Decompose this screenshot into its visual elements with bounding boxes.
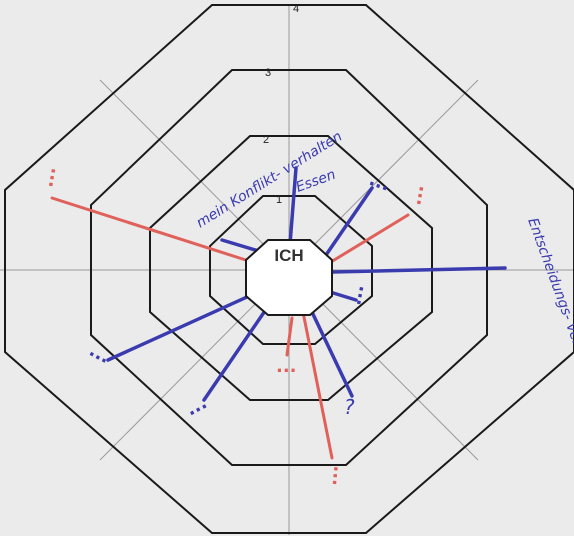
red-line-left	[50, 196, 254, 264]
ring-label-2: 2	[263, 134, 269, 146]
blue-line-top-right	[324, 186, 374, 257]
annotation-question: ?	[344, 395, 355, 419]
ring-label-1: 1	[276, 194, 282, 206]
blue-connections	[106, 166, 507, 402]
ring-4	[4, 4, 574, 534]
ring-3	[90, 69, 488, 466]
red-line-right	[324, 213, 410, 267]
ring-label-3: 3	[265, 67, 271, 79]
blue-line-bottom-left	[202, 303, 271, 402]
blue-line-top	[288, 166, 298, 246]
center-label: ICH	[274, 246, 303, 265]
red-line-bottom	[285, 316, 294, 357]
dots-red-bottom-long: ...	[320, 464, 343, 486]
blue-line-left	[106, 290, 260, 362]
red-connections	[50, 196, 410, 460]
dots-red-right: ...	[404, 183, 428, 207]
blue-line-right	[330, 266, 507, 274]
dots-red-left: ...	[36, 165, 60, 189]
dots-red-bottom: ...	[276, 356, 297, 377]
center-node	[245, 239, 333, 316]
red-line-bottom-long	[301, 310, 334, 460]
ring-label-4: 4	[293, 3, 299, 15]
ring-1	[209, 195, 373, 345]
octagon-rings	[4, 4, 574, 534]
blue-line-bottom-right	[310, 310, 354, 398]
dots-blue-right: ...	[344, 283, 368, 307]
blue-line-left-short	[220, 238, 264, 254]
ring-2	[149, 135, 433, 401]
blue-line-right-short	[328, 290, 358, 302]
